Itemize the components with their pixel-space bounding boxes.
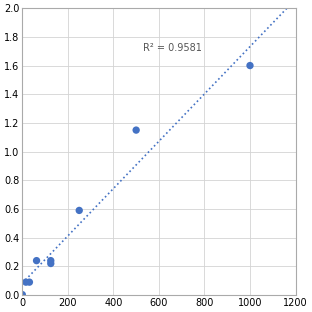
Point — [23, 280, 28, 285]
Point — [134, 128, 139, 133]
Point — [247, 63, 252, 68]
Point — [34, 258, 39, 263]
Point — [27, 280, 32, 285]
Point — [48, 261, 53, 266]
Point — [48, 258, 53, 263]
Text: R² = 0.9581: R² = 0.9581 — [143, 43, 202, 53]
Point — [77, 208, 82, 213]
Point — [20, 292, 25, 297]
